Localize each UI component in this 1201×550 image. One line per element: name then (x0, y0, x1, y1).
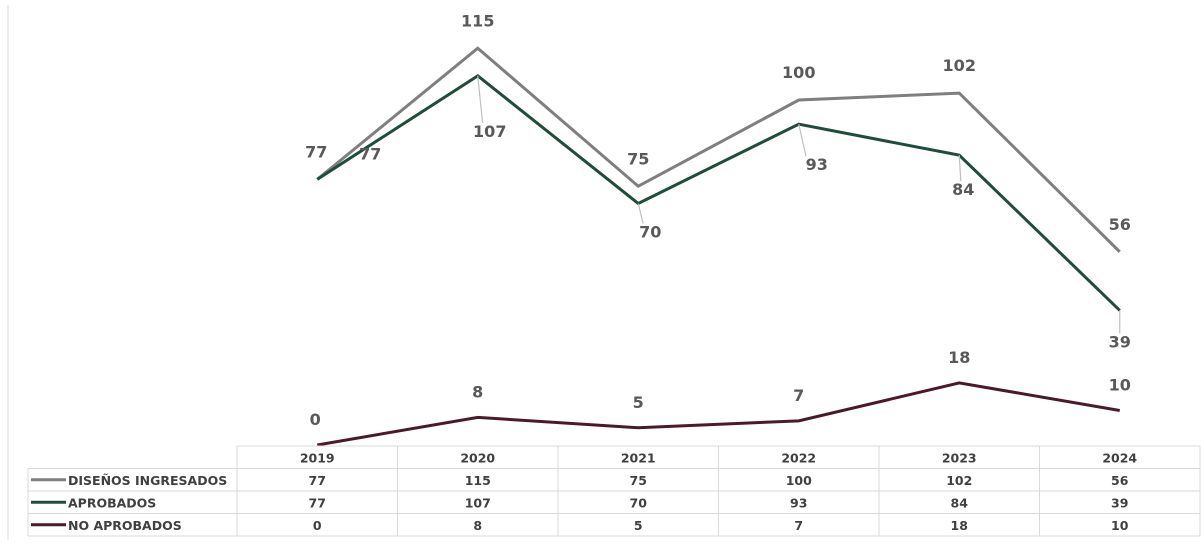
table-cell-value: 8 (473, 518, 482, 533)
label-leader-lines (478, 76, 1120, 334)
x-tick-label: 2021 (621, 450, 656, 465)
legend-label: APROBADOS (68, 495, 156, 510)
data-label: 7 (793, 386, 804, 405)
table-cell-value: 115 (465, 473, 491, 488)
data-label: 8 (472, 382, 483, 401)
data-table: 2019 2020 2021 2022 2023 2024 DISEÑOS INGRESAD… (28, 446, 1200, 536)
x-tick-label: 2020 (460, 450, 495, 465)
x-tick-label: 2023 (942, 450, 977, 465)
table-cell-value: 75 (630, 473, 647, 488)
table-cell-value: 7 (794, 518, 803, 533)
table-cell-value: 107 (465, 495, 491, 510)
leader-line (638, 204, 643, 224)
table-cell-value: 102 (946, 473, 972, 488)
table-cell-value: 84 (951, 495, 969, 510)
data-label: 77 (359, 144, 381, 163)
x-tick-label: 2019 (300, 450, 335, 465)
data-label: 0 (310, 410, 321, 429)
line-series-aprobados (317, 76, 1120, 311)
data-label: 107 (473, 122, 506, 141)
table-cell-value: 70 (630, 495, 648, 510)
data-label: 115 (461, 11, 494, 30)
leader-line (478, 76, 483, 123)
data-label: 100 (782, 63, 815, 82)
line-series-no-aprobados (317, 383, 1120, 445)
table-cell-value: 93 (790, 495, 807, 510)
table-cell-value: 77 (309, 495, 326, 510)
data-label: 56 (1109, 215, 1131, 234)
line-series-disenos-ingresados (317, 48, 1120, 252)
table-cell-value: 10 (1111, 518, 1129, 533)
data-label: 5 (633, 393, 644, 412)
data-label: 102 (943, 56, 976, 75)
data-label: 70 (639, 223, 661, 242)
table-cell-value: 39 (1111, 495, 1128, 510)
data-label: 10 (1109, 376, 1131, 395)
x-tick-label: 2022 (781, 450, 816, 465)
table-cell-value: 18 (951, 518, 968, 533)
data-label: 75 (627, 149, 649, 168)
data-label: 84 (952, 180, 974, 199)
series-lines (317, 48, 1120, 445)
leader-line (799, 124, 806, 156)
table-cell-value: 5 (634, 518, 643, 533)
data-label: 39 (1109, 332, 1131, 351)
data-label: 18 (948, 348, 970, 367)
legend-label: DISEÑOS INGRESADOS (68, 473, 227, 488)
data-label: 77 (305, 142, 327, 161)
table-cell-value: 100 (786, 473, 812, 488)
data-labels: 77 115 75 100 102 56 77 107 70 93 84 39 0 8 5 7 18 10 (305, 11, 1131, 429)
data-label: 93 (806, 155, 828, 174)
table-cell-value: 77 (309, 473, 326, 488)
legend-label: NO APROBADOS (68, 518, 182, 533)
x-tick-label: 2024 (1102, 450, 1137, 465)
leader-line (959, 155, 961, 181)
table-cell-value: 0 (313, 518, 322, 533)
table-cell-value: 56 (1111, 473, 1129, 488)
